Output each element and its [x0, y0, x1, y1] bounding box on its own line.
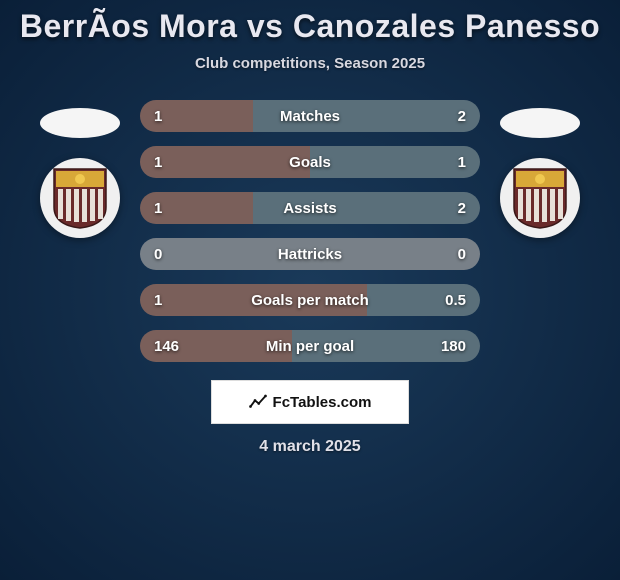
- stat-label: Min per goal: [266, 338, 354, 355]
- stat-value-left: 146: [154, 338, 179, 355]
- stat-label: Goals: [289, 154, 331, 171]
- stat-value-right: 1: [458, 154, 466, 171]
- bar-segment-right: [310, 146, 480, 178]
- stat-value-left: 1: [154, 154, 162, 171]
- page-title: BerrÃ­os Mora vs Canozales Panesso: [20, 8, 600, 45]
- date-text: 4 march 2025: [259, 438, 360, 456]
- watermark: FcTables.com: [211, 380, 409, 424]
- stat-value-right: 2: [458, 108, 466, 125]
- shield-icon: [512, 167, 568, 229]
- club-badge-left: [40, 158, 120, 238]
- stat-row: 1 Assists 2: [140, 192, 480, 224]
- stat-row: 1 Goals per match 0.5: [140, 284, 480, 316]
- club-badge-right: [500, 158, 580, 238]
- stats-column: 1 Matches 2 1 Goals 1 1 Assists 2 0 Hattricks 0 1 Goa…: [130, 100, 490, 362]
- stat-value-right: 180: [441, 338, 466, 355]
- stat-value-right: 0.5: [445, 292, 466, 309]
- stat-label: Assists: [283, 200, 336, 217]
- bar-segment-left: [140, 146, 310, 178]
- subtitle: Club competitions, Season 2025: [195, 55, 425, 72]
- stat-value-left: 0: [154, 246, 162, 263]
- stat-value-right: 2: [458, 200, 466, 217]
- stat-row: 0 Hattricks 0: [140, 238, 480, 270]
- comparison-layout: 1 Matches 2 1 Goals 1 1 Assists 2 0 Hattricks 0 1 Goa…: [0, 100, 620, 362]
- stat-value-left: 1: [154, 108, 162, 125]
- stat-label: Goals per match: [251, 292, 369, 309]
- player-avatar-right: [500, 108, 580, 138]
- right-side: [490, 100, 590, 238]
- stat-value-left: 1: [154, 200, 162, 217]
- stat-label: Hattricks: [278, 246, 342, 263]
- shield-icon: [52, 167, 108, 229]
- logo-icon: [249, 393, 267, 411]
- stat-row: 1 Goals 1: [140, 146, 480, 178]
- stat-row: 146 Min per goal 180: [140, 330, 480, 362]
- watermark-text: FcTables.com: [273, 394, 372, 411]
- left-side: [30, 100, 130, 238]
- stat-row: 1 Matches 2: [140, 100, 480, 132]
- stat-value-left: 1: [154, 292, 162, 309]
- player-avatar-left: [40, 108, 120, 138]
- stat-label: Matches: [280, 108, 340, 125]
- stat-value-right: 0: [458, 246, 466, 263]
